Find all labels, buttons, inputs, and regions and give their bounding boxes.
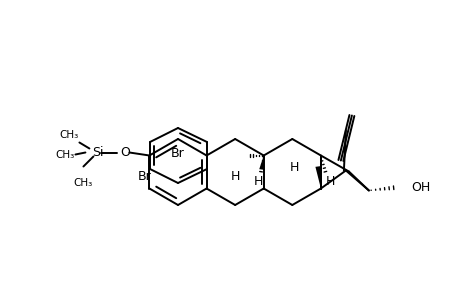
Text: Br: Br	[137, 170, 151, 183]
Text: Si: Si	[91, 146, 103, 159]
Text: CH₃: CH₃	[73, 178, 93, 188]
Text: H: H	[289, 160, 298, 173]
Text: H: H	[230, 170, 239, 184]
Text: CH₃: CH₃	[56, 149, 75, 160]
Text: O: O	[120, 146, 130, 159]
Polygon shape	[315, 166, 320, 188]
Text: H: H	[325, 175, 335, 188]
Text: CH₃: CH₃	[60, 130, 79, 140]
Polygon shape	[259, 155, 263, 170]
Text: Br: Br	[171, 146, 185, 160]
Text: H: H	[253, 175, 263, 188]
Text: OH: OH	[410, 181, 429, 194]
